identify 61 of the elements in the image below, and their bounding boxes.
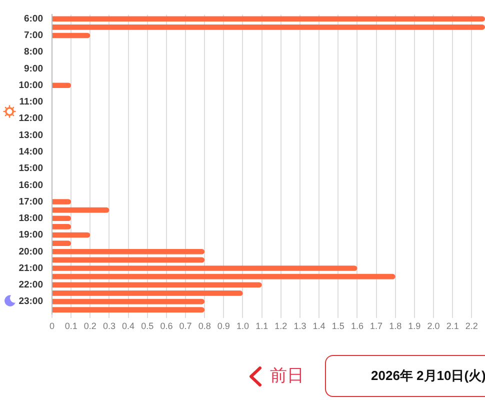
- bar: [52, 266, 358, 271]
- x-tick-label: 0.3: [102, 320, 116, 331]
- x-tick-label: 1.1: [256, 320, 268, 331]
- bar: [52, 232, 90, 238]
- bar: [52, 199, 72, 204]
- x-tick-label: 0: [49, 320, 55, 331]
- bar: [52, 16, 485, 22]
- y-tick-label: 17:00: [18, 196, 43, 208]
- y-tick-label: 18:00: [18, 213, 43, 224]
- x-tick-label: 1.7: [370, 320, 383, 331]
- y-tick-label: 12:00: [18, 113, 43, 124]
- x-tick-label: 1.6: [350, 320, 364, 331]
- x-tick-label: 0.6: [160, 320, 173, 331]
- y-tick-label: 10:00: [18, 80, 43, 91]
- x-tick-label: 1.3: [294, 320, 306, 331]
- text: 前日: [270, 365, 304, 387]
- y-tick-label: 23:00: [18, 296, 43, 308]
- x-tick-label: 1.4: [312, 320, 326, 331]
- x-tick-label: 1.9: [408, 320, 421, 331]
- y-tick-label: 20:00: [18, 246, 43, 258]
- x-tick-label: 0.2: [84, 320, 96, 331]
- y-tick-label: 21:00: [18, 262, 43, 274]
- bar: [52, 248, 205, 254]
- x-tick-label: 0.7: [179, 320, 192, 331]
- y-tick-label: 14:00: [18, 146, 43, 158]
- x-tick-label: 0.5: [141, 320, 154, 331]
- x-tick-label: 0.1: [64, 320, 78, 331]
- y-tick-label: 9:00: [24, 63, 43, 74]
- x-tick-label: 0.8: [198, 320, 211, 331]
- bar: [52, 216, 72, 222]
- x-tick-label: 2.2: [465, 320, 478, 331]
- x-tick-label: 1.8: [389, 320, 402, 331]
- x-tick-label: 1.5: [332, 320, 344, 331]
- bar: [52, 282, 262, 288]
- bar: [52, 207, 110, 213]
- bar: [52, 82, 72, 88]
- y-tick-label: 13:00: [18, 130, 43, 141]
- bar: [52, 298, 205, 304]
- x-tick-label: 0.4: [122, 320, 135, 331]
- bar: [52, 24, 485, 30]
- x-tick-label: 2.1: [446, 320, 459, 331]
- bar: [52, 32, 90, 38]
- y-tick-label: 6:00: [24, 13, 43, 24]
- x-tick-label: 1.0: [236, 320, 250, 331]
- bar: [52, 240, 72, 246]
- y-tick-label: 22:00: [18, 280, 43, 291]
- x-tick-label: 1.2: [274, 320, 288, 331]
- x-tick-label: 2.0: [427, 320, 440, 331]
- y-tick-label: 19:00: [18, 230, 43, 241]
- y-tick-label: 16:00: [18, 180, 43, 191]
- bar: [52, 224, 72, 230]
- y-tick-label: 8:00: [24, 46, 43, 58]
- text: 2026年 2月10日(火): [371, 367, 485, 385]
- y-tick-label: 15:00: [18, 163, 43, 174]
- bar: [52, 307, 205, 313]
- bar: [52, 290, 243, 296]
- bar: [52, 274, 396, 280]
- y-tick-label: 11:00: [19, 96, 43, 108]
- bar: [52, 257, 205, 263]
- y-tick-label: 7:00: [24, 30, 43, 42]
- x-tick-label: 0.9: [217, 320, 230, 331]
